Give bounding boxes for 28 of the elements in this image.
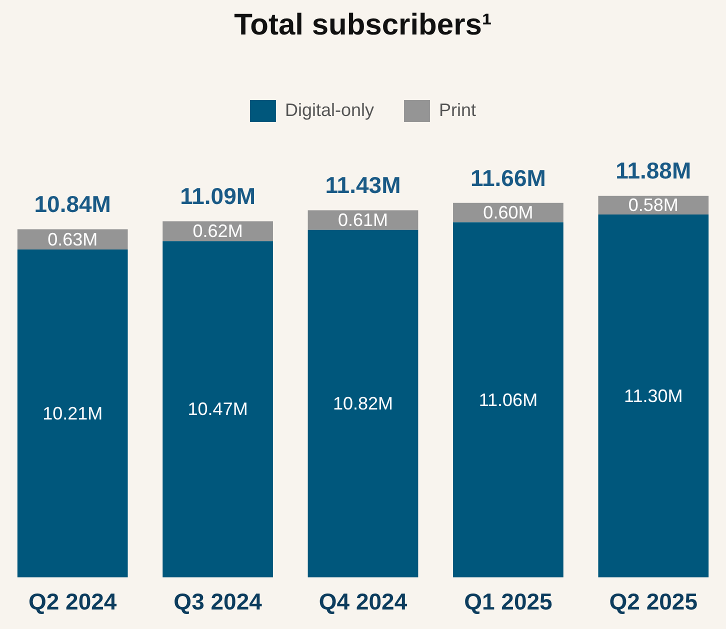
x-tick-label: Q2 2025 — [609, 588, 698, 615]
data-label: 10.82M — [332, 394, 394, 414]
x-tick-label: Q1 2025 — [464, 588, 553, 615]
data-label: 10.47M — [188, 399, 248, 420]
bar — [17, 249, 128, 578]
bar — [162, 241, 273, 578]
total-label: 10.84M — [34, 191, 111, 218]
data-label: 0.62M — [192, 221, 243, 242]
data-label: 0.63M — [48, 229, 98, 250]
chart-title: Total subscribers¹ — [234, 8, 492, 42]
x-tick-label: Q4 2024 — [318, 588, 408, 615]
total-label: 11.88M — [616, 158, 692, 184]
bar — [598, 214, 709, 578]
data-label: 11.06M — [478, 390, 538, 410]
bar — [308, 230, 418, 578]
x-tick-label: Q2 2024 — [28, 588, 117, 615]
legend-label: Digital-only — [284, 100, 374, 120]
data-label: 11.30M — [624, 386, 683, 406]
bar — [453, 222, 564, 578]
data-label: 0.58M — [628, 195, 678, 216]
legend-label: Print — [439, 100, 476, 120]
data-label: 0.60M — [483, 202, 534, 223]
data-label: 0.61M — [338, 210, 388, 230]
x-tick-label: Q3 2024 — [174, 588, 262, 615]
total-label: 11.43M — [325, 172, 401, 198]
total-label: 11.09M — [180, 183, 256, 210]
total-label: 11.66M — [470, 164, 546, 191]
data-label: 10.21M — [42, 403, 103, 424]
